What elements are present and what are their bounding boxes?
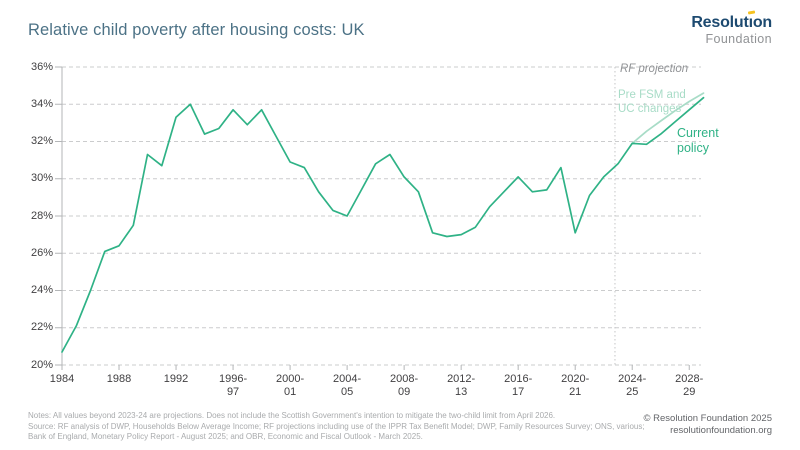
x-tick-label: 1988 [106, 373, 132, 385]
source-line: Bank of England, Monetary Policy Report … [28, 432, 423, 441]
x-tick-label: 2004- 05 [333, 373, 362, 398]
y-tick-label: 36% [30, 60, 53, 73]
x-tick-label: 2020- 21 [561, 373, 590, 398]
source-line: Source: RF analysis of DWP, Households B… [28, 421, 645, 431]
copyright-text: © Resolution Foundation 2025 [643, 413, 772, 424]
y-tick-label: 20% [30, 358, 53, 371]
series-line-pre-fsm-and-uc-changes [631, 92, 705, 145]
x-tick-label: 2012- 13 [447, 373, 476, 398]
x-tick-label: 2016- 17 [504, 373, 533, 398]
series-line-current-policy [61, 96, 705, 353]
y-tick-label: 22% [30, 321, 53, 334]
x-tick-label: 1984 [49, 373, 75, 385]
x-tick-label: 1992 [163, 373, 189, 385]
page-title: Relative child poverty after housing cos… [28, 21, 365, 39]
annotation-current-policy: Current policy [677, 126, 719, 155]
y-tick-label: 26% [30, 246, 53, 259]
y-tick-label: 32% [30, 135, 53, 147]
y-tick-label: 24% [30, 284, 53, 296]
footer-credit: © Resolution Foundation 2025 resolutionf… [644, 413, 772, 437]
x-tick-label: 1996- 97 [218, 373, 248, 398]
notes-source-text: Notes: All values beyond 2023-24 are pro… [28, 411, 658, 443]
logo-wordmark: Resolutı on [691, 9, 772, 32]
y-tick-label: 34% [30, 97, 53, 110]
x-tick-label: 2000- 01 [276, 373, 305, 398]
annotation-rf-projection: RF projection [620, 63, 689, 75]
annotation-pre-fsm-uc-changes: Pre FSM and UC changes [618, 89, 686, 115]
notes-line: Notes: All values beyond 2023-24 are pro… [28, 411, 556, 420]
y-tick-label: 30% [30, 172, 53, 185]
x-tick-label: 2028- 29 [675, 373, 704, 398]
x-tick-label: 2024- 25 [618, 373, 647, 398]
website-text: resolutionfoundation.org [670, 425, 772, 436]
y-tick-label: 28% [30, 209, 53, 222]
resolution-foundation-logo: Resolutı on Foundation [691, 9, 772, 46]
x-tick-label: 2008- 09 [390, 373, 419, 398]
logo-foundation-text: Foundation [705, 31, 772, 46]
